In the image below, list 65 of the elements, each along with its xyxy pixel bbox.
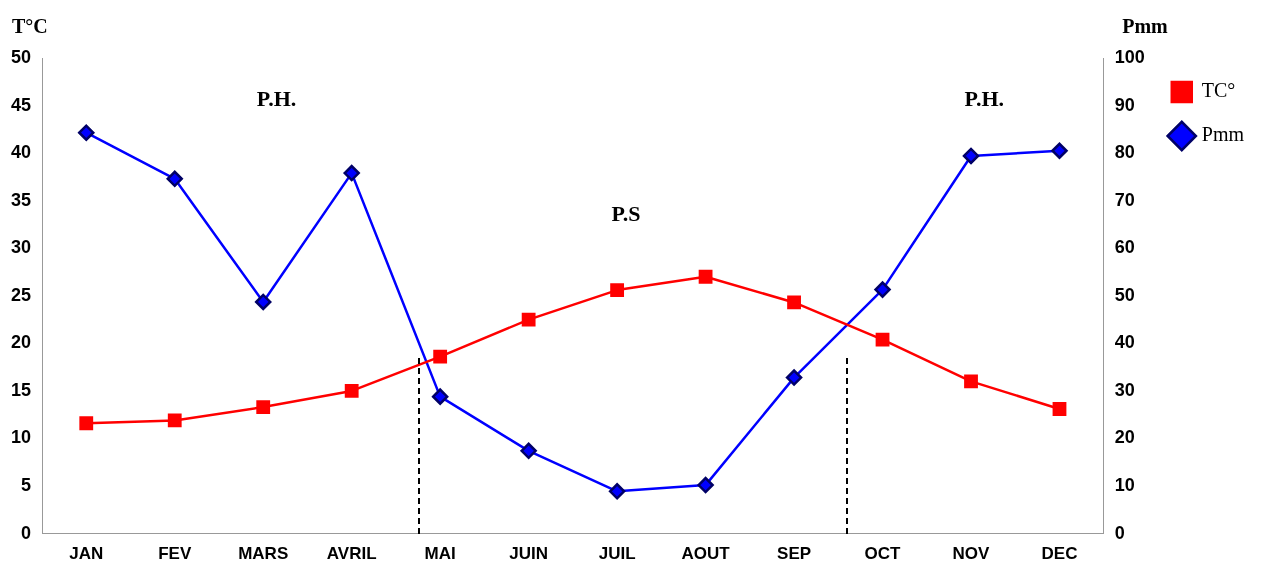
point	[697, 476, 714, 494]
y-tick-label: 5	[21, 475, 32, 496]
point	[962, 147, 980, 165]
point	[343, 164, 360, 182]
y2-tick-label: 50	[1114, 284, 1135, 305]
x-tick-label: MAI	[424, 544, 456, 564]
point	[1052, 402, 1067, 416]
y2-tick-label: 10	[1114, 475, 1135, 496]
legend-label: Pmm	[1201, 123, 1245, 146]
y2-tick-label: 100	[1114, 46, 1145, 67]
point	[964, 374, 978, 389]
point	[520, 442, 537, 460]
y-tick-label: 40	[10, 142, 32, 163]
point	[521, 312, 536, 327]
y-tick-label: 0	[21, 522, 32, 543]
y-tick-label: 15	[10, 379, 32, 400]
point	[78, 124, 95, 141]
point	[1051, 142, 1068, 159]
x-tick-label: AVRIL	[326, 544, 377, 564]
x-tick-label: SEP	[777, 544, 812, 564]
x-tick-label: JUIN	[509, 544, 549, 564]
point	[433, 349, 448, 364]
y-tick-label: 25	[10, 284, 32, 305]
point	[608, 483, 626, 500]
y-tick-label: 10	[10, 427, 32, 448]
point	[875, 332, 890, 347]
x-tick-label: FEV	[158, 544, 192, 564]
x-tick-label: MARS	[238, 544, 289, 564]
point	[874, 281, 891, 298]
point	[787, 295, 801, 310]
y2-tick-label: 0	[1114, 522, 1125, 543]
x-tick-label: OCT	[864, 544, 902, 564]
point	[344, 384, 359, 398]
y-tick-label: 30	[10, 237, 32, 258]
point	[254, 293, 272, 311]
y2-tick-label: 70	[1114, 189, 1135, 210]
y2-tick-label: 20	[1114, 427, 1135, 448]
y-tick-label: 35	[10, 189, 32, 210]
point	[79, 416, 94, 431]
legend-label: TC°	[1201, 79, 1236, 102]
y2-tick-label: 40	[1114, 332, 1135, 353]
y-tick-label: 20	[10, 332, 32, 353]
y2-tick-label: 30	[1114, 379, 1135, 400]
point	[785, 369, 803, 386]
point	[431, 388, 449, 405]
annotation: P.H.	[256, 86, 297, 112]
y-axis-title: T°C	[12, 15, 48, 38]
y2-tick-label: 80	[1114, 142, 1135, 163]
x-tick-label: JAN	[69, 544, 104, 564]
y2-tick-label: 90	[1114, 94, 1135, 115]
y-tick-label: 45	[10, 94, 32, 115]
annotation: P.S	[611, 200, 641, 226]
annotation: P.H.	[964, 86, 1005, 112]
x-tick-label: DEC	[1041, 544, 1078, 564]
point	[167, 413, 182, 428]
x-tick-label: JUIL	[598, 544, 636, 564]
point	[610, 283, 625, 297]
y2-axis-title: Pmm	[1122, 15, 1169, 38]
point	[166, 170, 183, 188]
x-tick-label: NOV	[952, 544, 991, 564]
x-tick-label: AOUT	[681, 544, 731, 564]
y2-tick-label: 60	[1114, 237, 1135, 258]
point	[256, 400, 271, 414]
point	[698, 269, 713, 284]
y-tick-label: 50	[10, 46, 32, 67]
